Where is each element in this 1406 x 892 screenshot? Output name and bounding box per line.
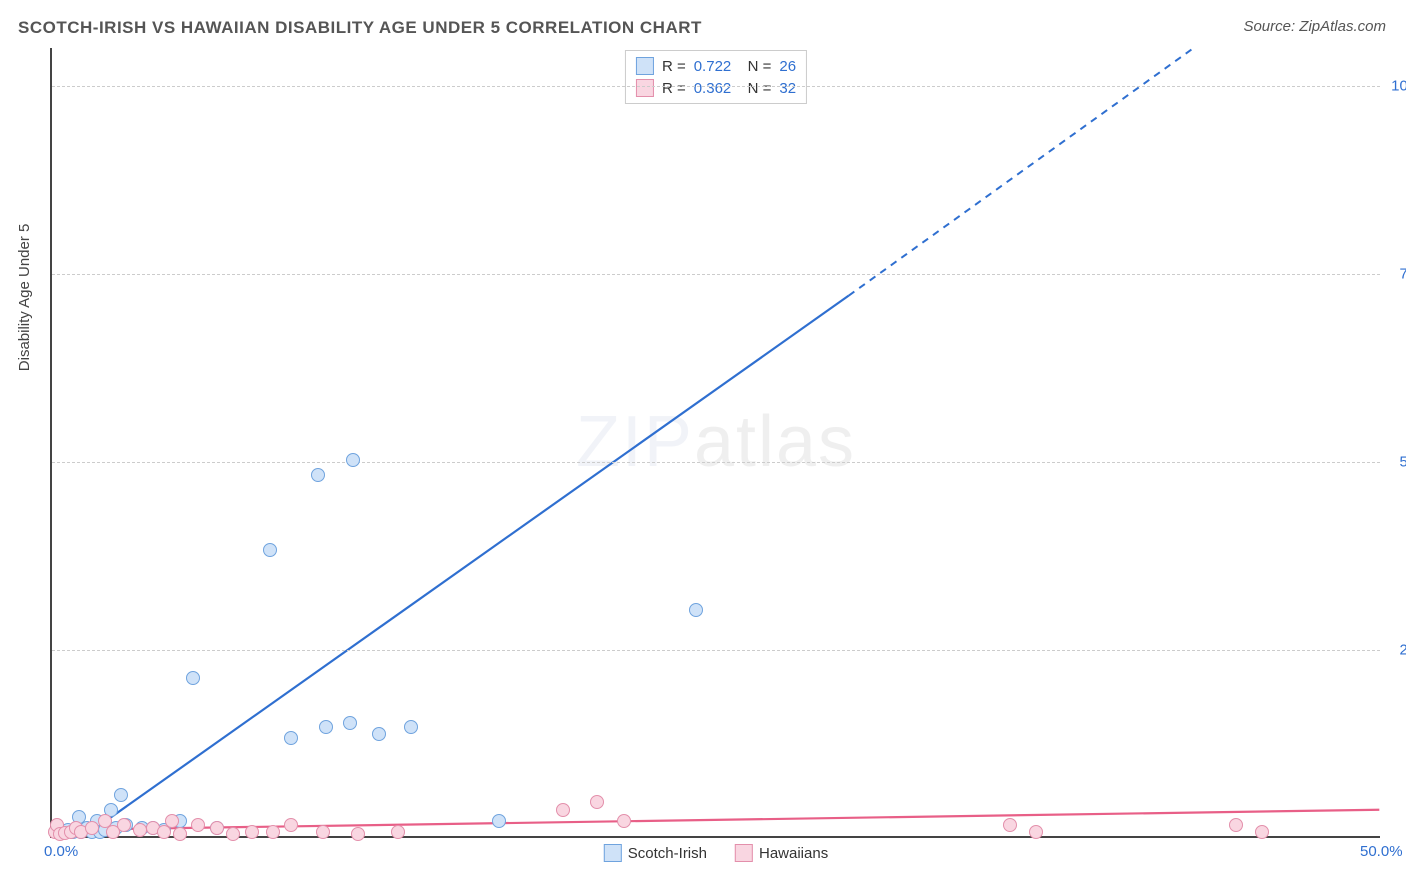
y-tick-label: 50.0% <box>1384 453 1406 470</box>
scatter-point <box>1255 825 1269 839</box>
scatter-point <box>404 720 418 734</box>
scatter-point <box>372 727 386 741</box>
scatter-point <box>263 543 277 557</box>
scatter-point <box>173 827 187 841</box>
scatter-point <box>319 720 333 734</box>
source-label: Source: ZipAtlas.com <box>1243 18 1386 35</box>
bottom-legend: Scotch-Irish Hawaiians <box>604 844 828 862</box>
gridline <box>52 650 1380 651</box>
scatter-point <box>351 827 365 841</box>
scatter-point <box>391 825 405 839</box>
scatter-point <box>284 731 298 745</box>
chart-container: SCOTCH-IRISH VS HAWAIIAN DISABILITY AGE … <box>0 0 1406 892</box>
scatter-point <box>346 453 360 467</box>
x-tick-label: 0.0% <box>44 843 78 860</box>
legend-swatch <box>604 844 622 862</box>
scatter-point <box>245 825 259 839</box>
stats-legend: R = 0.722 N = 26R = 0.362 N = 32 <box>625 50 807 104</box>
stat-n-label: N = <box>739 58 771 75</box>
legend-swatch <box>636 79 654 97</box>
stat-r-value: 0.362 <box>694 80 732 97</box>
scatter-point <box>191 818 205 832</box>
scatter-point <box>266 825 280 839</box>
scatter-point <box>133 823 147 837</box>
scatter-point <box>210 821 224 835</box>
scatter-point <box>590 795 604 809</box>
y-axis-label: Disability Age Under 5 <box>16 224 33 372</box>
scatter-point <box>117 818 131 832</box>
scatter-point <box>1003 818 1017 832</box>
regression-lines <box>52 48 1380 836</box>
scatter-point <box>1029 825 1043 839</box>
watermark: ZIPatlas <box>576 401 856 483</box>
scatter-point <box>85 821 99 835</box>
scatter-point <box>316 825 330 839</box>
y-tick-label: 75.0% <box>1384 265 1406 282</box>
watermark-right: atlas <box>694 402 856 482</box>
legend-label: Hawaiians <box>759 845 828 862</box>
regression-line <box>85 296 849 836</box>
scatter-point <box>492 814 506 828</box>
plot-area: ZIPatlas R = 0.722 N = 26R = 0.362 N = 3… <box>50 48 1380 838</box>
scatter-point <box>226 827 240 841</box>
scatter-point <box>1229 818 1243 832</box>
scatter-point <box>165 814 179 828</box>
watermark-left: ZIP <box>576 402 694 482</box>
stat-r-label: R = <box>662 58 686 75</box>
legend-swatch <box>636 57 654 75</box>
x-tick-label: 50.0% <box>1360 843 1403 860</box>
legend-label: Scotch-Irish <box>628 845 707 862</box>
stat-r-value: 0.722 <box>694 58 732 75</box>
y-tick-label: 100.0% <box>1384 77 1406 94</box>
stats-legend-row: R = 0.362 N = 32 <box>636 77 796 99</box>
scatter-point <box>343 716 357 730</box>
scatter-point <box>284 818 298 832</box>
legend-swatch <box>735 844 753 862</box>
scatter-point <box>556 803 570 817</box>
bottom-legend-item: Scotch-Irish <box>604 844 707 862</box>
scatter-point <box>186 671 200 685</box>
scatter-point <box>114 788 128 802</box>
scatter-point <box>311 468 325 482</box>
y-tick-label: 25.0% <box>1384 641 1406 658</box>
gridline <box>52 462 1380 463</box>
bottom-legend-item: Hawaiians <box>735 844 828 862</box>
gridline <box>52 86 1380 87</box>
gridline <box>52 274 1380 275</box>
stat-r-label: R = <box>662 80 686 97</box>
scatter-point <box>617 814 631 828</box>
stat-n-value: 32 <box>779 80 796 97</box>
stat-n-value: 26 <box>779 58 796 75</box>
scatter-point <box>689 603 703 617</box>
chart-title: SCOTCH-IRISH VS HAWAIIAN DISABILITY AGE … <box>18 18 702 38</box>
stat-n-label: N = <box>739 80 771 97</box>
stats-legend-row: R = 0.722 N = 26 <box>636 55 796 77</box>
